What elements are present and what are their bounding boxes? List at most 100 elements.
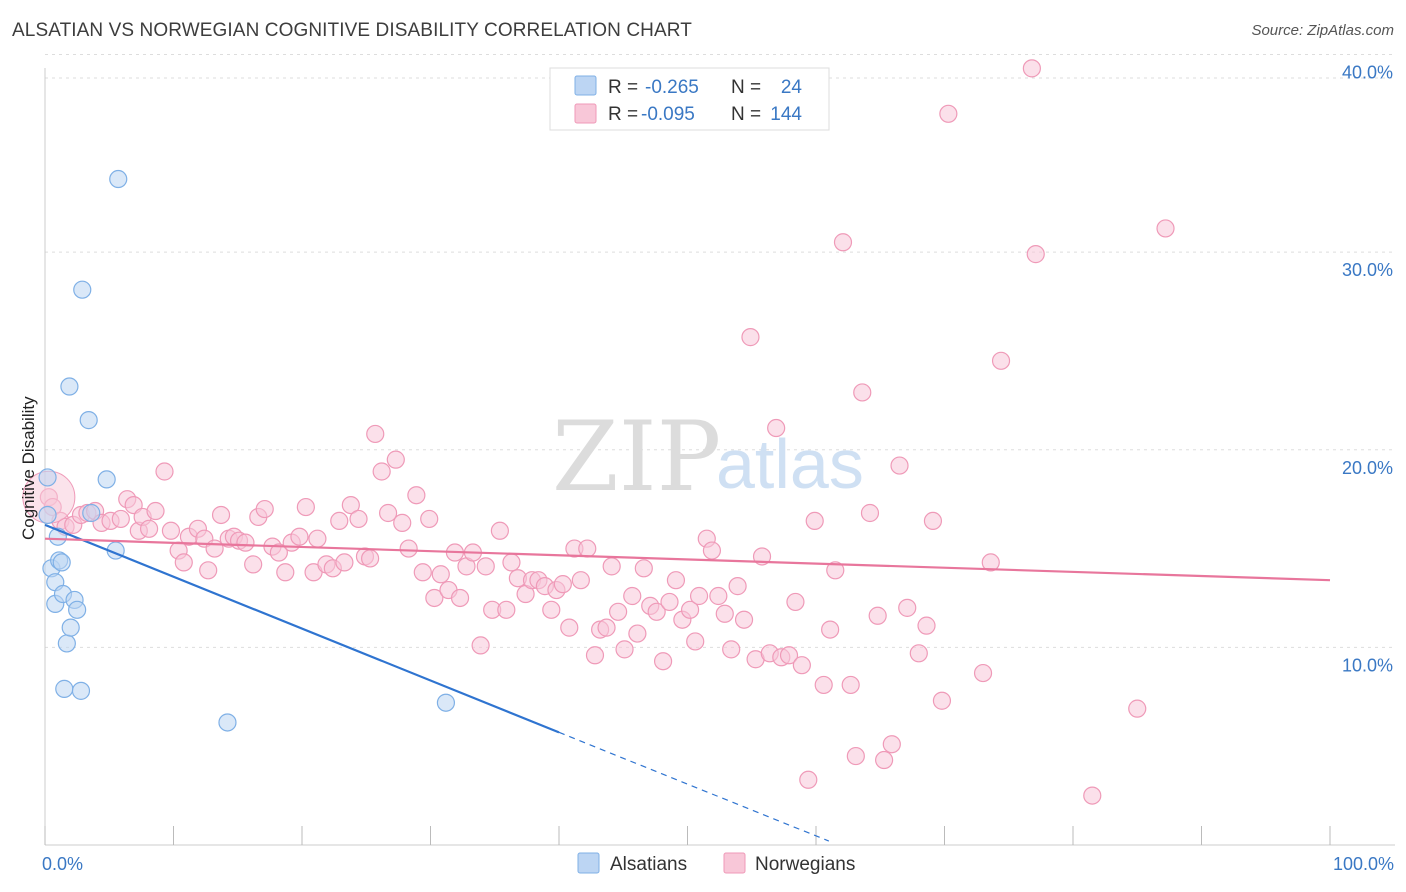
data-point (623, 586, 642, 606)
data-point (542, 600, 561, 619)
data-point (155, 462, 174, 481)
data-point (269, 543, 288, 562)
data-point (660, 592, 679, 612)
data-point (767, 418, 786, 438)
data-point (932, 691, 952, 710)
data-point (686, 632, 705, 651)
source-label: Source: ZipAtlas.com (1251, 22, 1394, 39)
data-point (335, 553, 354, 572)
data-point (628, 624, 647, 643)
data-point (399, 539, 418, 558)
axes (44, 68, 1395, 846)
data-point (79, 411, 98, 430)
x-tick-marks (44, 826, 1331, 845)
y-tick-label: 10.0% (1342, 655, 1393, 675)
data-point (502, 553, 521, 572)
data-point (634, 559, 653, 578)
data-point (939, 104, 958, 123)
data-point (1128, 699, 1147, 718)
data-point (826, 561, 845, 580)
data-point (330, 511, 349, 531)
legend-r-value-alsatians: -0.265 (645, 77, 699, 98)
data-point (109, 169, 128, 189)
legend-bottom-label-norwegians: Norwegians (755, 854, 855, 875)
data-point (218, 713, 237, 732)
data-point (296, 497, 315, 517)
data-point (553, 575, 572, 594)
series-norwegians (22, 59, 1175, 805)
data-point (407, 486, 426, 505)
y-tick-label: 30.0% (1342, 260, 1393, 280)
data-point (560, 618, 579, 637)
data-point (38, 468, 57, 487)
data-point (174, 553, 193, 572)
watermark-zip: ZIP (552, 401, 721, 513)
data-point (786, 592, 805, 612)
data-point (868, 606, 887, 625)
data-point (97, 470, 116, 489)
data-point (728, 577, 747, 596)
legend-swatch-alsatians (574, 75, 597, 96)
data-point (52, 553, 71, 572)
y-tick-label: 20.0% (1342, 458, 1393, 478)
data-point (361, 549, 380, 568)
data-point (450, 588, 470, 608)
trend-line-alsatians-extension (558, 731, 830, 842)
data-point (425, 588, 444, 608)
data-point (909, 644, 928, 663)
data-point (814, 675, 833, 695)
series-alsatians (38, 169, 456, 732)
legend-bottom-swatch-norwegians (723, 852, 746, 874)
data-point (68, 600, 87, 619)
data-point (211, 505, 231, 525)
data-point (741, 328, 760, 347)
data-point (276, 563, 295, 582)
data-point (308, 529, 327, 548)
data-point (821, 620, 840, 639)
x-tick-label-min: 0.0% (42, 854, 83, 874)
data-point (420, 509, 439, 529)
trend-lines (44, 523, 1331, 842)
data-point (82, 503, 101, 523)
y-axis-label: Cognitive Disability (19, 396, 38, 540)
data-point (981, 553, 1000, 572)
watermark-atlas: atlas (716, 425, 864, 503)
data-point (680, 600, 700, 619)
data-point (890, 456, 909, 475)
data-point (146, 501, 165, 521)
legend-n-label-alsatians: N = (731, 77, 761, 98)
data-point (853, 383, 872, 402)
y-tick-label: 40.0% (1342, 63, 1393, 83)
trend-line-alsatians (44, 523, 560, 734)
data-point (602, 557, 621, 576)
data-point (571, 571, 590, 590)
data-point (413, 563, 432, 582)
data-point (111, 509, 130, 529)
data-point (476, 557, 495, 576)
data-point (653, 652, 673, 671)
data-point (199, 561, 218, 580)
data-point (244, 555, 263, 574)
data-point (349, 509, 368, 529)
data-point (715, 604, 734, 623)
legend-bottom-label-alsatians: Alsatians (610, 854, 687, 875)
data-point (689, 586, 709, 606)
legend-n-value-alsatians: 24 (781, 77, 803, 98)
x-tick-label-max: 100.0% (1333, 854, 1394, 874)
data-point (290, 527, 309, 546)
data-point (734, 610, 754, 629)
data-point (846, 746, 865, 766)
trend-line-norwegians (44, 537, 1331, 582)
data-point (578, 539, 597, 558)
data-point (378, 503, 398, 523)
data-point (666, 571, 686, 590)
data-point (792, 656, 811, 675)
data-point (161, 521, 181, 540)
data-point (393, 513, 412, 532)
y-tick-labels: 10.0% 20.0% 30.0% 40.0% (1342, 63, 1393, 676)
data-point (991, 351, 1011, 370)
data-point (923, 511, 943, 531)
data-point (882, 735, 901, 754)
data-point (1156, 219, 1175, 238)
